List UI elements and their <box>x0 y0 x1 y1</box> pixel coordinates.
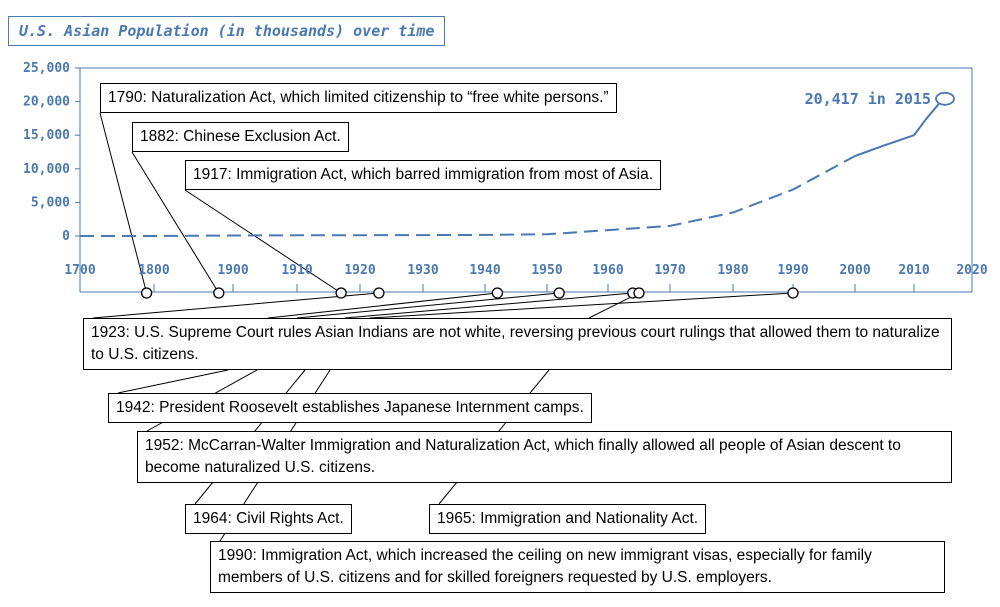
connector-1882 <box>131 151 220 294</box>
connector-1917 <box>184 189 342 294</box>
series-group: 20,417 in 2015 <box>80 90 955 237</box>
x-tick-label: 2020 <box>956 263 987 278</box>
x-tick-label: 1990 <box>777 263 808 278</box>
y-tick-label: 15,000 <box>23 128 70 143</box>
annotation-1942: 1942: President Roosevelt establishes Ja… <box>108 393 592 423</box>
y-tick-label: 10,000 <box>23 162 70 177</box>
marker-1917 <box>335 287 347 299</box>
x-tick-label: 2000 <box>839 263 870 278</box>
annotation-1923: 1923: U.S. Supreme Court rules Asian Ind… <box>83 318 952 370</box>
annotation-1964: 1964: Civil Rights Act. <box>185 504 352 534</box>
marker-1942 <box>491 287 504 299</box>
annotation-1952: 1952: McCarran-Walter Immigration and Na… <box>137 431 952 483</box>
x-tick-label: 1960 <box>592 263 623 278</box>
x-tick-label: 1800 <box>138 263 169 278</box>
marker-1990 <box>787 287 799 299</box>
y-tick-label: 25,000 <box>23 61 70 76</box>
annotation-1917: 1917: Immigration Act, which barred immi… <box>185 160 662 190</box>
annotation-1965: 1965: Immigration and Nationality Act. <box>429 504 707 534</box>
connector-1923 <box>92 292 379 319</box>
x-tick-label: 2010 <box>898 263 929 278</box>
annotation-1990: 1990: Immigration Act, which increased t… <box>210 541 945 593</box>
marker-1882 <box>213 287 225 299</box>
x-tick-label: 1910 <box>281 263 312 278</box>
series-line-0 <box>80 155 856 237</box>
x-tick-label: 1940 <box>469 263 500 278</box>
marker-1790 <box>140 287 153 299</box>
end-point-marker <box>935 91 955 106</box>
y-tick-label: 20,000 <box>23 95 70 110</box>
x-tick-label: 1970 <box>654 263 685 278</box>
x-tick-label: 1700 <box>64 263 95 278</box>
y-tick-label: 0 <box>62 229 70 244</box>
axes: 0 5,000 10,000 15,000 20,000 25,000 1700 1800 19… <box>23 61 988 293</box>
x-tick-label: 1920 <box>344 263 375 278</box>
x-tick-label: 1980 <box>717 263 748 278</box>
series-line-1 <box>854 98 944 157</box>
y-tick-label: 5,000 <box>31 195 70 210</box>
end-point-label: 20,417 in 2015 <box>805 90 931 108</box>
x-tick-label: 1950 <box>531 263 562 278</box>
marker-1952 <box>553 287 565 299</box>
timeline-markers <box>140 287 799 299</box>
connector-1790 <box>99 112 148 294</box>
annotation-1882: 1882: Chinese Exclusion Act. <box>132 122 349 152</box>
chart-title: U.S. Asian Population (in thousands) ove… <box>8 16 446 46</box>
marker-1923 <box>373 287 385 299</box>
connector-1942 <box>117 292 498 394</box>
x-tick-label: 1900 <box>217 263 248 278</box>
annotation-1790: 1790: Naturalization Act, which limited … <box>100 83 617 113</box>
x-tick-label: 1930 <box>407 263 438 278</box>
marker-1965 <box>633 287 645 299</box>
